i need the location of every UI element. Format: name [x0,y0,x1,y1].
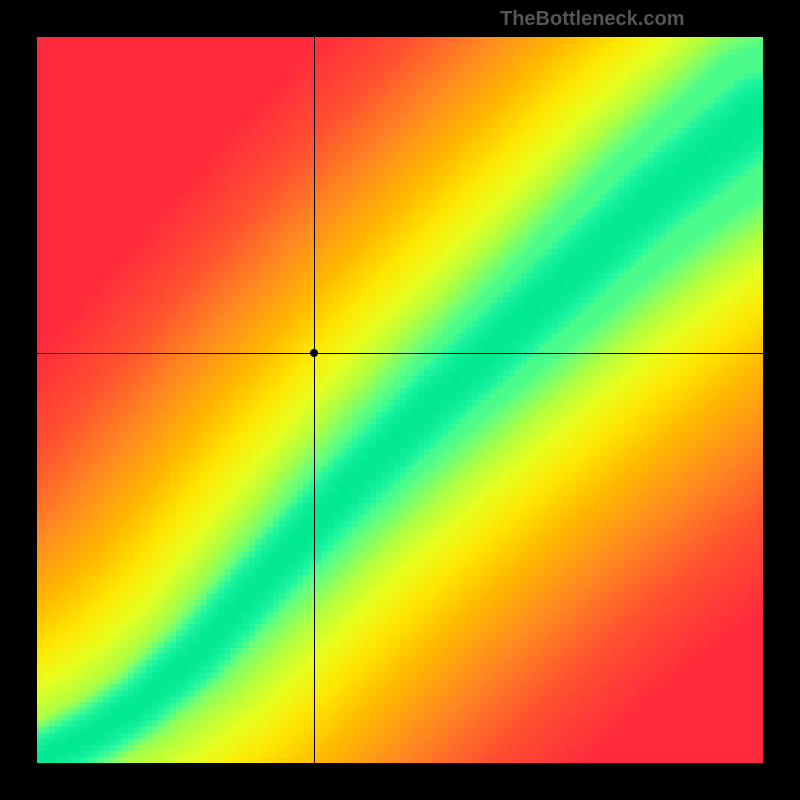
crosshair-vertical [314,37,315,763]
crosshair-horizontal [37,353,763,354]
watermark-text: TheBottleneck.com [500,8,684,31]
crosshair-marker [310,349,318,357]
bottleneck-heatmap [37,37,763,763]
chart-container: { "type": "heatmap", "watermark": { "tex… [0,0,800,800]
